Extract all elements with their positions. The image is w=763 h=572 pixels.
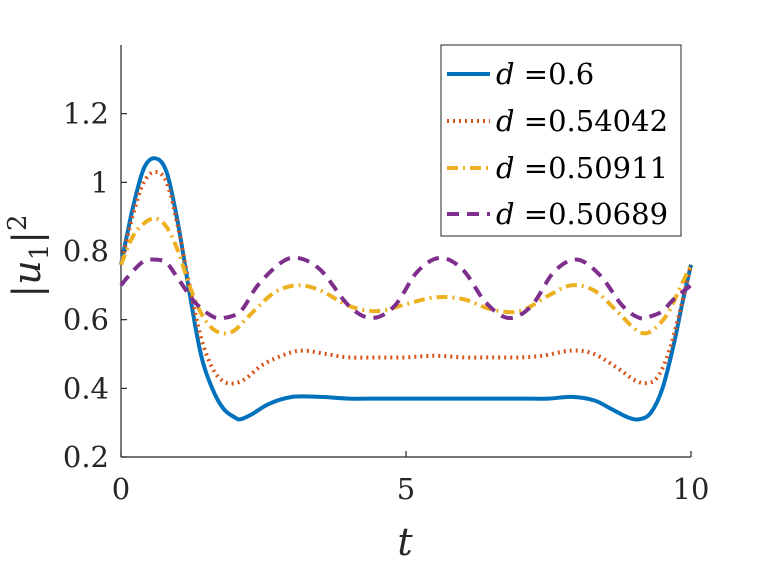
y-tick-label: 0.4 <box>63 371 109 405</box>
x-tick-label: 0 <box>112 472 130 506</box>
y-label-bar-left: | <box>5 285 49 298</box>
series-line-2 <box>119 170 693 386</box>
series-line-4 <box>119 255 693 321</box>
svg-text:|u1|2: |u1|2 <box>3 214 55 297</box>
x-ticks: 0 5 10 <box>112 451 710 506</box>
y-ticks: 0.2 0.4 0.6 0.8 1 1.2 <box>63 97 127 474</box>
y-label-subscript: 1 <box>25 244 55 261</box>
x-tick-label: 10 <box>673 472 710 506</box>
series-line-3 <box>119 216 693 336</box>
legend-entry-3: d =0.50911 <box>496 151 668 185</box>
y-tick-label: 0.2 <box>63 440 109 474</box>
y-tick-label: 1.2 <box>63 97 109 131</box>
legend-entry-4: d =0.50689 <box>496 197 668 231</box>
legend-entry-2: d =0.54042 <box>496 104 668 138</box>
y-label-superscript: 2 <box>3 214 33 231</box>
legend-symbol: d <box>496 197 524 231</box>
legend-value: =0.6 <box>524 57 594 91</box>
legend-entry-1: d =0.6 <box>496 57 594 91</box>
legend-symbol: d <box>496 104 524 138</box>
y-label-bar-right: | <box>5 231 49 244</box>
legend-value: =0.50689 <box>524 197 668 231</box>
x-axis-label: t <box>397 520 413 564</box>
legend-symbol: d <box>496 151 524 185</box>
legend-value: =0.54042 <box>524 104 668 138</box>
x-tick-label: 5 <box>397 472 415 506</box>
legend-symbol: d <box>496 57 524 91</box>
y-tick-label: 0.8 <box>63 234 109 268</box>
y-tick-label: 0.6 <box>63 303 109 337</box>
legend-value: =0.50911 <box>524 151 668 185</box>
y-axis-label: |u1|2 <box>3 214 55 297</box>
series-layer <box>119 156 693 422</box>
y-label-variable: u <box>5 260 49 284</box>
y-tick-label: 1 <box>91 165 109 199</box>
legend-box <box>440 44 682 237</box>
